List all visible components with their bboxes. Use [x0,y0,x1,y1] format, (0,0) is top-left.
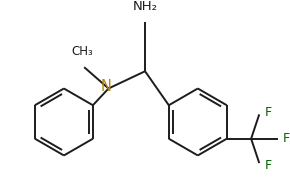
Text: CH₃: CH₃ [71,45,93,58]
Text: N: N [101,79,112,94]
Text: F: F [282,132,290,145]
Text: NH₂: NH₂ [133,0,157,13]
Text: F: F [264,106,271,119]
Text: F: F [264,158,271,171]
